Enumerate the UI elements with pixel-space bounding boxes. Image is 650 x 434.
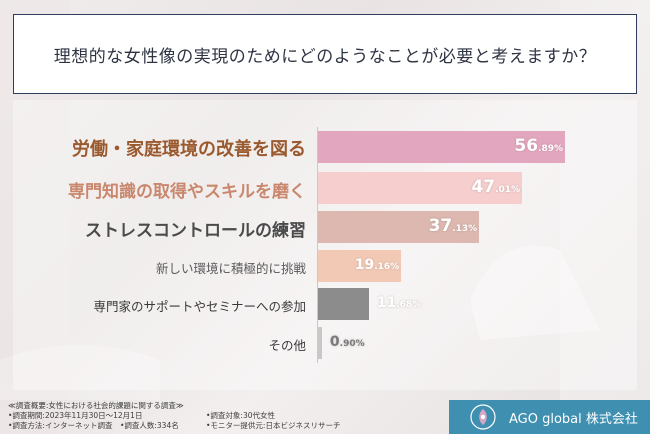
brand-name: AGO global 株式会社: [509, 411, 638, 427]
brand-logo-icon: [470, 404, 496, 430]
question-box: 理想的な女性像の実現のためにどのようなことが必要と考えますか？: [13, 14, 637, 94]
bar: [318, 288, 369, 320]
survey-provider: •モニター提供元:日本ビジネスリサーチ: [206, 421, 341, 430]
bar: [318, 327, 322, 359]
survey-notes-left: •調査期間:2023年11月30日〜12月1日 •調査方法:インターネット調査 …: [8, 411, 179, 431]
question-text: 理想的な女性像の実現のためにどのようなことが必要と考えますか？: [53, 46, 597, 67]
survey-method: •調査方法:インターネット調査 •調査人数:334名: [8, 421, 179, 430]
value-label: 37.13%: [428, 216, 478, 237]
category-label: 専門知識の取得やスキルを磨く: [68, 181, 306, 202]
value-label: 56.89%: [514, 136, 563, 157]
category-label: 専門家のサポートやセミナーへの参加: [93, 298, 306, 314]
value-label: 19.16%: [354, 257, 400, 274]
value-label: 47.01%: [471, 177, 521, 198]
chart-axis: [317, 127, 318, 363]
category-label: 新しい環境に積極的に挑戦: [155, 260, 306, 276]
brand-footer: AGO global 株式会社: [449, 400, 650, 434]
bar: [318, 211, 480, 243]
survey-notes-right: •調査対象:30代女性 •モニター提供元:日本ビジネスリサーチ: [206, 411, 340, 431]
bar: [318, 172, 523, 204]
survey-target: •調査対象:30代女性: [206, 411, 275, 420]
category-label: その他: [268, 337, 306, 353]
survey-notes-title: ≪調査概要:女性における社会的課題に関する調査≫: [8, 401, 184, 410]
value-label: 0.90%: [329, 334, 365, 351]
category-label: ストレスコントロールの練習: [85, 220, 306, 241]
survey-period: •調査期間:2023年11月30日〜12月1日: [8, 411, 143, 420]
value-label: 11.68%: [376, 295, 422, 312]
category-label: 労働・家庭環境の改善を図る: [72, 139, 306, 161]
bar: [318, 131, 565, 163]
bar: [318, 250, 402, 282]
